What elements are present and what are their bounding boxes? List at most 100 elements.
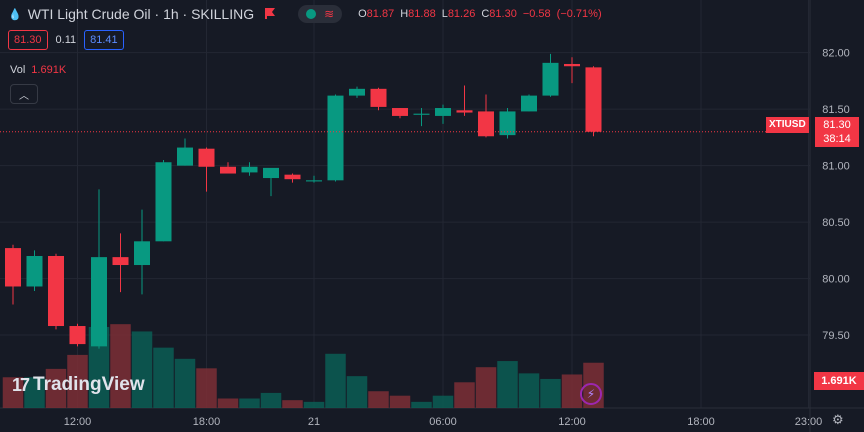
volume-bar (518, 373, 540, 408)
volume-bar (217, 398, 239, 408)
candle-body (112, 257, 129, 266)
logo-text: TradingView (33, 374, 145, 395)
candle-body (198, 148, 215, 167)
price-candles (5, 53, 602, 349)
volume-bar (411, 401, 432, 408)
symbol-price-tag: XTIUSD (766, 117, 809, 133)
time-tick-label: 18:00 (193, 416, 221, 428)
current-price-tag: 81.30 38:14 (815, 117, 859, 147)
candle-body (413, 113, 430, 115)
volume-bar (561, 374, 583, 408)
volume-label: Vol (10, 64, 26, 76)
candle-body (564, 63, 580, 67)
candle-body (349, 88, 365, 96)
volume-legend: Vol 1.691K (10, 64, 66, 76)
price-axis: 82.00 81.50 81.00 80.50 80.00 79.50 (822, 48, 850, 342)
candle-body (263, 167, 279, 179)
price-tick-label: 81.50 (822, 104, 850, 116)
volume-bar (432, 395, 454, 408)
volume-bar (196, 368, 217, 408)
price-tick-label: 80.00 (822, 274, 850, 286)
time-tick-label: 21 (308, 416, 320, 428)
bar-countdown: 38:14 (823, 133, 851, 145)
chart-header: 💧 WTI Light Crude Oil · 1h · SKILLING ≋ … (8, 4, 602, 24)
candle-body (220, 166, 236, 174)
market-status-pill[interactable]: ≋ (298, 5, 343, 23)
sell-button[interactable]: 81.30 (8, 30, 48, 50)
volume-bar (389, 395, 411, 408)
collapse-legend-button[interactable]: ︿ (10, 84, 38, 104)
ohlc-values: O81.87 H81.88 L81.26 C81.30 −0.58 (−0.71… (358, 8, 602, 20)
volume-bar (110, 324, 131, 408)
time-tick-label: 18:00 (687, 416, 715, 428)
candle-body (392, 108, 408, 116)
current-price-value: 81.30 (823, 119, 851, 131)
buy-button[interactable]: 81.41 (84, 30, 124, 50)
time-axis: 12:00 18:00 21 06:00 12:00 18:00 23:00 (64, 416, 823, 428)
volume-bar (88, 326, 110, 408)
volume-bar (67, 354, 88, 408)
candle-body (456, 110, 473, 113)
volume-bar (239, 398, 260, 408)
volume-bar (454, 382, 475, 408)
chevron-up-icon: ︿ (19, 90, 29, 102)
trade-panel: 81.30 0.11 81.41 (8, 30, 124, 50)
price-tick-label: 80.50 (822, 217, 850, 229)
time-tick-label: 06:00 (429, 416, 457, 428)
flag-icon[interactable] (264, 7, 276, 22)
volume-value: 1.691K (31, 64, 67, 76)
time-tick-label: 12:00 (64, 416, 92, 428)
volume-bar (24, 377, 45, 408)
candle-body (284, 174, 301, 180)
volume-bar (475, 367, 497, 408)
tradingview-mark-icon: 17 (12, 374, 30, 395)
volume-bar (45, 368, 67, 408)
volume-bar (540, 378, 561, 408)
candle-body (499, 111, 516, 136)
volume-bar (368, 391, 389, 408)
price-tick-label: 81.00 (822, 161, 850, 173)
lightning-icon[interactable]: ⚡ (580, 383, 602, 405)
candle-body (435, 108, 451, 116)
candle-body (5, 248, 21, 287)
volume-bars (2, 324, 604, 408)
candle-body (69, 326, 86, 345)
volume-bar (174, 358, 196, 408)
candle-body (478, 111, 494, 137)
candle-body (585, 67, 602, 132)
volume-bar (260, 392, 282, 408)
time-tick-label: 12:00 (558, 416, 586, 428)
volume-bar (2, 377, 24, 408)
candle-body (370, 88, 387, 107)
tradingview-logo[interactable]: 17 TradingView (12, 374, 145, 396)
volume-bar (346, 376, 368, 408)
time-tick-label: 23:00 (795, 416, 823, 428)
volume-bar (303, 401, 325, 408)
volume-tag: 1.691K (814, 372, 864, 390)
candle-body (521, 95, 537, 112)
candle-body (177, 147, 193, 166)
candle-body (327, 95, 344, 181)
volume-bar (153, 347, 174, 408)
candle-body (155, 162, 172, 242)
wave-icon: ≋ (324, 7, 335, 21)
candle-body (48, 255, 64, 327)
volume-bar (497, 361, 518, 408)
price-tick-label: 79.50 (822, 330, 850, 342)
volume-bar (325, 353, 346, 408)
candle-body (26, 255, 43, 287)
symbol-title[interactable]: WTI Light Crude Oil · 1h · SKILLING (27, 6, 255, 22)
candle-body (306, 180, 322, 182)
candle-body (241, 166, 258, 173)
oil-drop-icon: 💧 (8, 8, 22, 21)
volume-bar (131, 331, 153, 408)
candle-body (134, 241, 150, 266)
spread-value: 0.11 (55, 34, 77, 46)
price-tick-label: 82.00 (822, 48, 850, 60)
settings-gear-icon[interactable]: ⚙ (832, 412, 844, 427)
market-open-icon (306, 9, 317, 19)
candle-body (542, 62, 559, 96)
candle-body (91, 257, 107, 347)
volume-bar (282, 400, 303, 408)
